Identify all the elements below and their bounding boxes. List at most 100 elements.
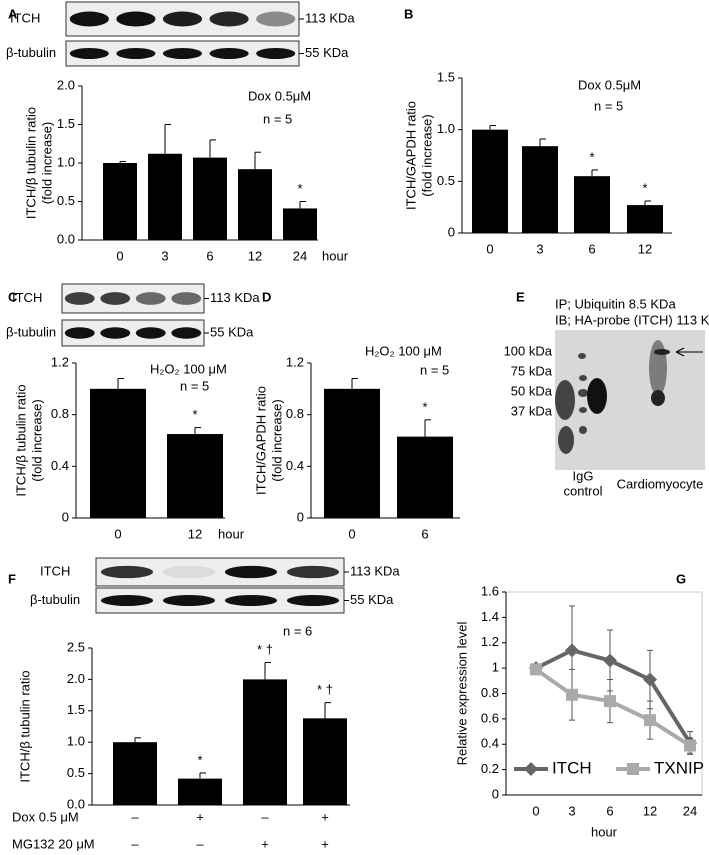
blot-band [654,349,670,355]
blot-label: ITCH [40,563,70,578]
blot-label: ITCH [12,290,42,305]
blot-band [162,595,216,606]
y-tick-label: 0.2 [481,761,499,776]
blot-band [116,11,156,27]
point [643,672,657,687]
blot-band [578,389,588,397]
y-tick-label: 0.6 [481,710,499,725]
y-tick-label: 1.4 [481,609,499,624]
x-tick-label: 6 [588,241,595,256]
x-tick-label: 24 [683,803,697,818]
y-axis-label: Relative expression level [454,621,469,765]
blot-band [224,565,278,579]
blot-band [162,11,203,27]
x-axis-label: hour [218,526,245,541]
condition-level: – [131,836,139,851]
y-tick-label: 0.8 [51,406,69,421]
x-tick-label: 0 [486,241,493,256]
legend-marker [524,762,538,776]
y-tick-label: 0 [492,786,499,801]
blot-size: 113 KDa [210,290,260,305]
point [565,643,579,658]
blot-size: 113 KDa [305,10,355,25]
y-tick-label: 0 [448,224,455,239]
y-tick-label: 0 [62,509,69,524]
blot-size: 55 KDa [350,592,394,607]
point [644,714,656,727]
condition-level: + [321,809,329,824]
blot-band [135,327,166,339]
blot-band [651,390,665,406]
x-tick-label: 0 [116,248,123,263]
arrow-head [675,347,685,357]
y-axis-label: (fold increase) [419,114,434,196]
y-tick-label: 1.5 [57,116,75,131]
bar [238,169,272,240]
y-tick-label: 1.0 [67,734,85,749]
panel-letter: E [516,289,525,304]
ladder-label: 50 kDa [511,383,553,398]
y-axis-label: (fold increase) [269,399,284,481]
ladder-label: 75 kDa [511,363,553,378]
condition-level: – [261,809,269,824]
blot-band [224,595,278,606]
annotation: H₂O₂ 100 μM [365,343,442,358]
x-tick-label: 12 [188,526,202,541]
blot-band [558,426,574,454]
blot-band [555,380,575,420]
y-tick-label: 1 [492,660,499,675]
blot-band [100,595,154,606]
x-tick-label: 12 [248,248,262,263]
condition-label: Dox 0.5 μM [12,809,79,824]
blot-band [256,48,296,59]
point [566,688,578,701]
significance: * † [317,682,333,697]
lane-label: Cardiomyocyte [617,476,704,491]
x-tick-label: 0 [348,526,355,541]
y-tick-label: 2.0 [57,77,75,92]
blot-band [162,48,203,59]
y-tick-label: 1.5 [67,702,85,717]
y-tick-label: 0.0 [67,796,85,811]
blot-label: β-tubulin [6,324,56,339]
bar [283,208,317,240]
y-tick-label: 2.5 [67,639,85,654]
blot-band [209,11,249,27]
bar [90,388,146,518]
bar [522,146,558,233]
x-tick-label: 0 [114,526,121,541]
point [604,695,616,708]
blot-band [209,48,249,59]
bar [178,778,222,805]
blot-band [579,375,587,381]
panel-letter: D [262,289,271,304]
legend-label: ITCH [552,758,592,777]
bar [103,163,137,240]
condition-level: – [131,809,139,824]
y-tick-label: 0.4 [286,458,304,473]
x-tick-label: 12 [643,803,657,818]
blot-label: β-tubulin [6,45,56,60]
blot-band [116,48,156,59]
lane-label: control [563,483,602,498]
condition-label: MG132 20 μM [12,836,95,851]
annotation: Dox 0.5μM [578,77,641,92]
blot-band [162,565,216,579]
blot-band [587,378,607,414]
blot-label: ITCH [10,10,40,25]
condition-level: + [321,836,329,851]
blot-band [100,565,154,579]
blot-caption: IP; Ubiquitin 8.5 KDa [555,296,676,311]
y-axis-label: ITCH/GAPDH ratio [403,101,418,210]
blot-band [578,353,586,359]
y-tick-label: 0.5 [67,765,85,780]
y-axis-label: (fold increase) [39,122,54,204]
condition-level: + [261,836,269,851]
y-tick-label: 0.4 [51,458,69,473]
blot-band [579,407,587,413]
y-tick-label: 1.2 [481,634,499,649]
y-tick-label: 1.0 [437,121,455,136]
blot-band [171,327,202,339]
x-axis-label: hour [322,248,349,263]
condition-level: + [196,809,204,824]
